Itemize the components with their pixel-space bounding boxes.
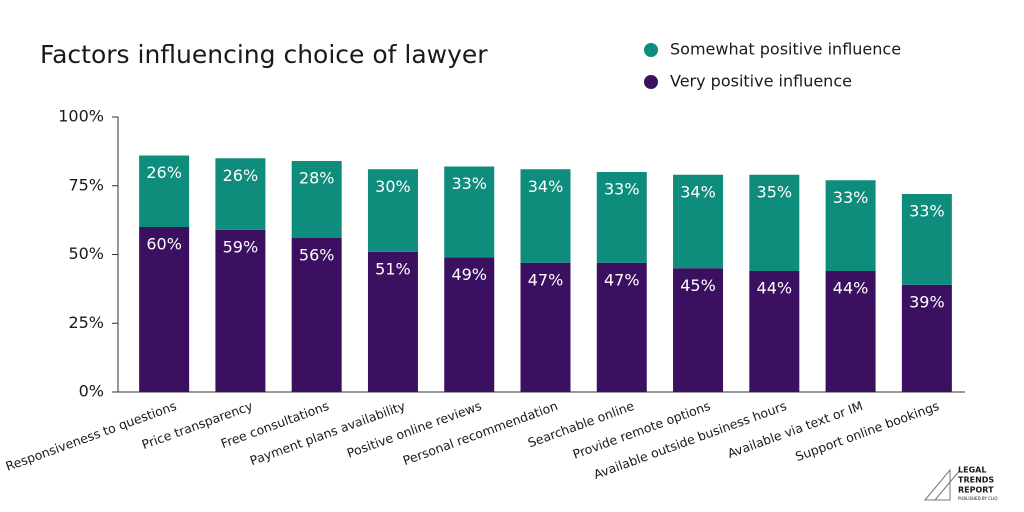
chart-title: Factors influencing choice of lawyer (40, 40, 488, 69)
bar-segment (825, 271, 876, 392)
bar-segment (139, 227, 190, 392)
bar-segment (749, 174, 800, 271)
legend-label: Very positive influence (670, 72, 852, 91)
logo: LEGAL TRENDS REPORT PUBLISHED BY CLIO (923, 466, 998, 501)
value-label: 34% (680, 182, 716, 201)
value-label: 44% (833, 279, 869, 298)
value-label: 33% (909, 202, 945, 221)
logo-text: TRENDS (958, 476, 994, 485)
bar-segment (291, 161, 342, 238)
value-label: 45% (680, 276, 716, 295)
legend-swatch (644, 43, 658, 57)
bar-segment (901, 194, 952, 285)
x-tick-label: Support online bookings (793, 398, 941, 464)
bar-segment (825, 180, 876, 271)
value-label: 39% (909, 292, 945, 311)
y-tick-label: 25% (68, 313, 104, 332)
value-label: 60% (146, 235, 182, 254)
bar-segment (673, 174, 724, 269)
bar-segment (596, 172, 647, 263)
value-label: 26% (223, 166, 259, 185)
value-label: 51% (375, 259, 411, 278)
y-tick-label: 100% (58, 107, 104, 126)
bar-segment (291, 238, 342, 392)
logo-mark (923, 468, 961, 501)
bar-segment (444, 257, 495, 392)
value-label: 56% (299, 246, 335, 265)
legend-swatch (644, 75, 658, 89)
bar-segment (520, 169, 571, 263)
value-label: 49% (451, 265, 487, 284)
bar-segment (215, 229, 266, 392)
bar-segment (520, 262, 571, 392)
bar-segment (367, 251, 418, 392)
legend-label: Somewhat positive influence (670, 40, 901, 59)
logo-text: REPORT (958, 486, 994, 495)
bar-segment (444, 166, 495, 258)
value-label: 59% (223, 237, 259, 256)
y-tick-label: 0% (79, 382, 104, 401)
value-label: 34% (528, 177, 564, 196)
value-label: 30% (375, 177, 411, 196)
bar-segment (139, 155, 190, 227)
bar-segment (596, 262, 647, 392)
y-tick-label: 75% (68, 175, 104, 194)
bar-segment (215, 158, 266, 230)
logo-text: LEGAL (958, 466, 986, 475)
value-label: 33% (833, 188, 869, 207)
logo-tagline: PUBLISHED BY CLIO (958, 496, 998, 501)
value-label: 28% (299, 169, 335, 188)
y-tick-label: 50% (68, 244, 104, 263)
value-label: 33% (604, 180, 640, 199)
value-label: 47% (604, 270, 640, 289)
value-label: 44% (757, 279, 793, 298)
value-label: 47% (528, 270, 564, 289)
bar-segment (673, 268, 724, 392)
bar-segment (901, 284, 952, 392)
value-label: 26% (146, 163, 182, 182)
bar-segment (749, 271, 800, 392)
value-label: 35% (757, 182, 793, 201)
value-label: 33% (451, 174, 487, 193)
bar-segment (367, 169, 418, 252)
